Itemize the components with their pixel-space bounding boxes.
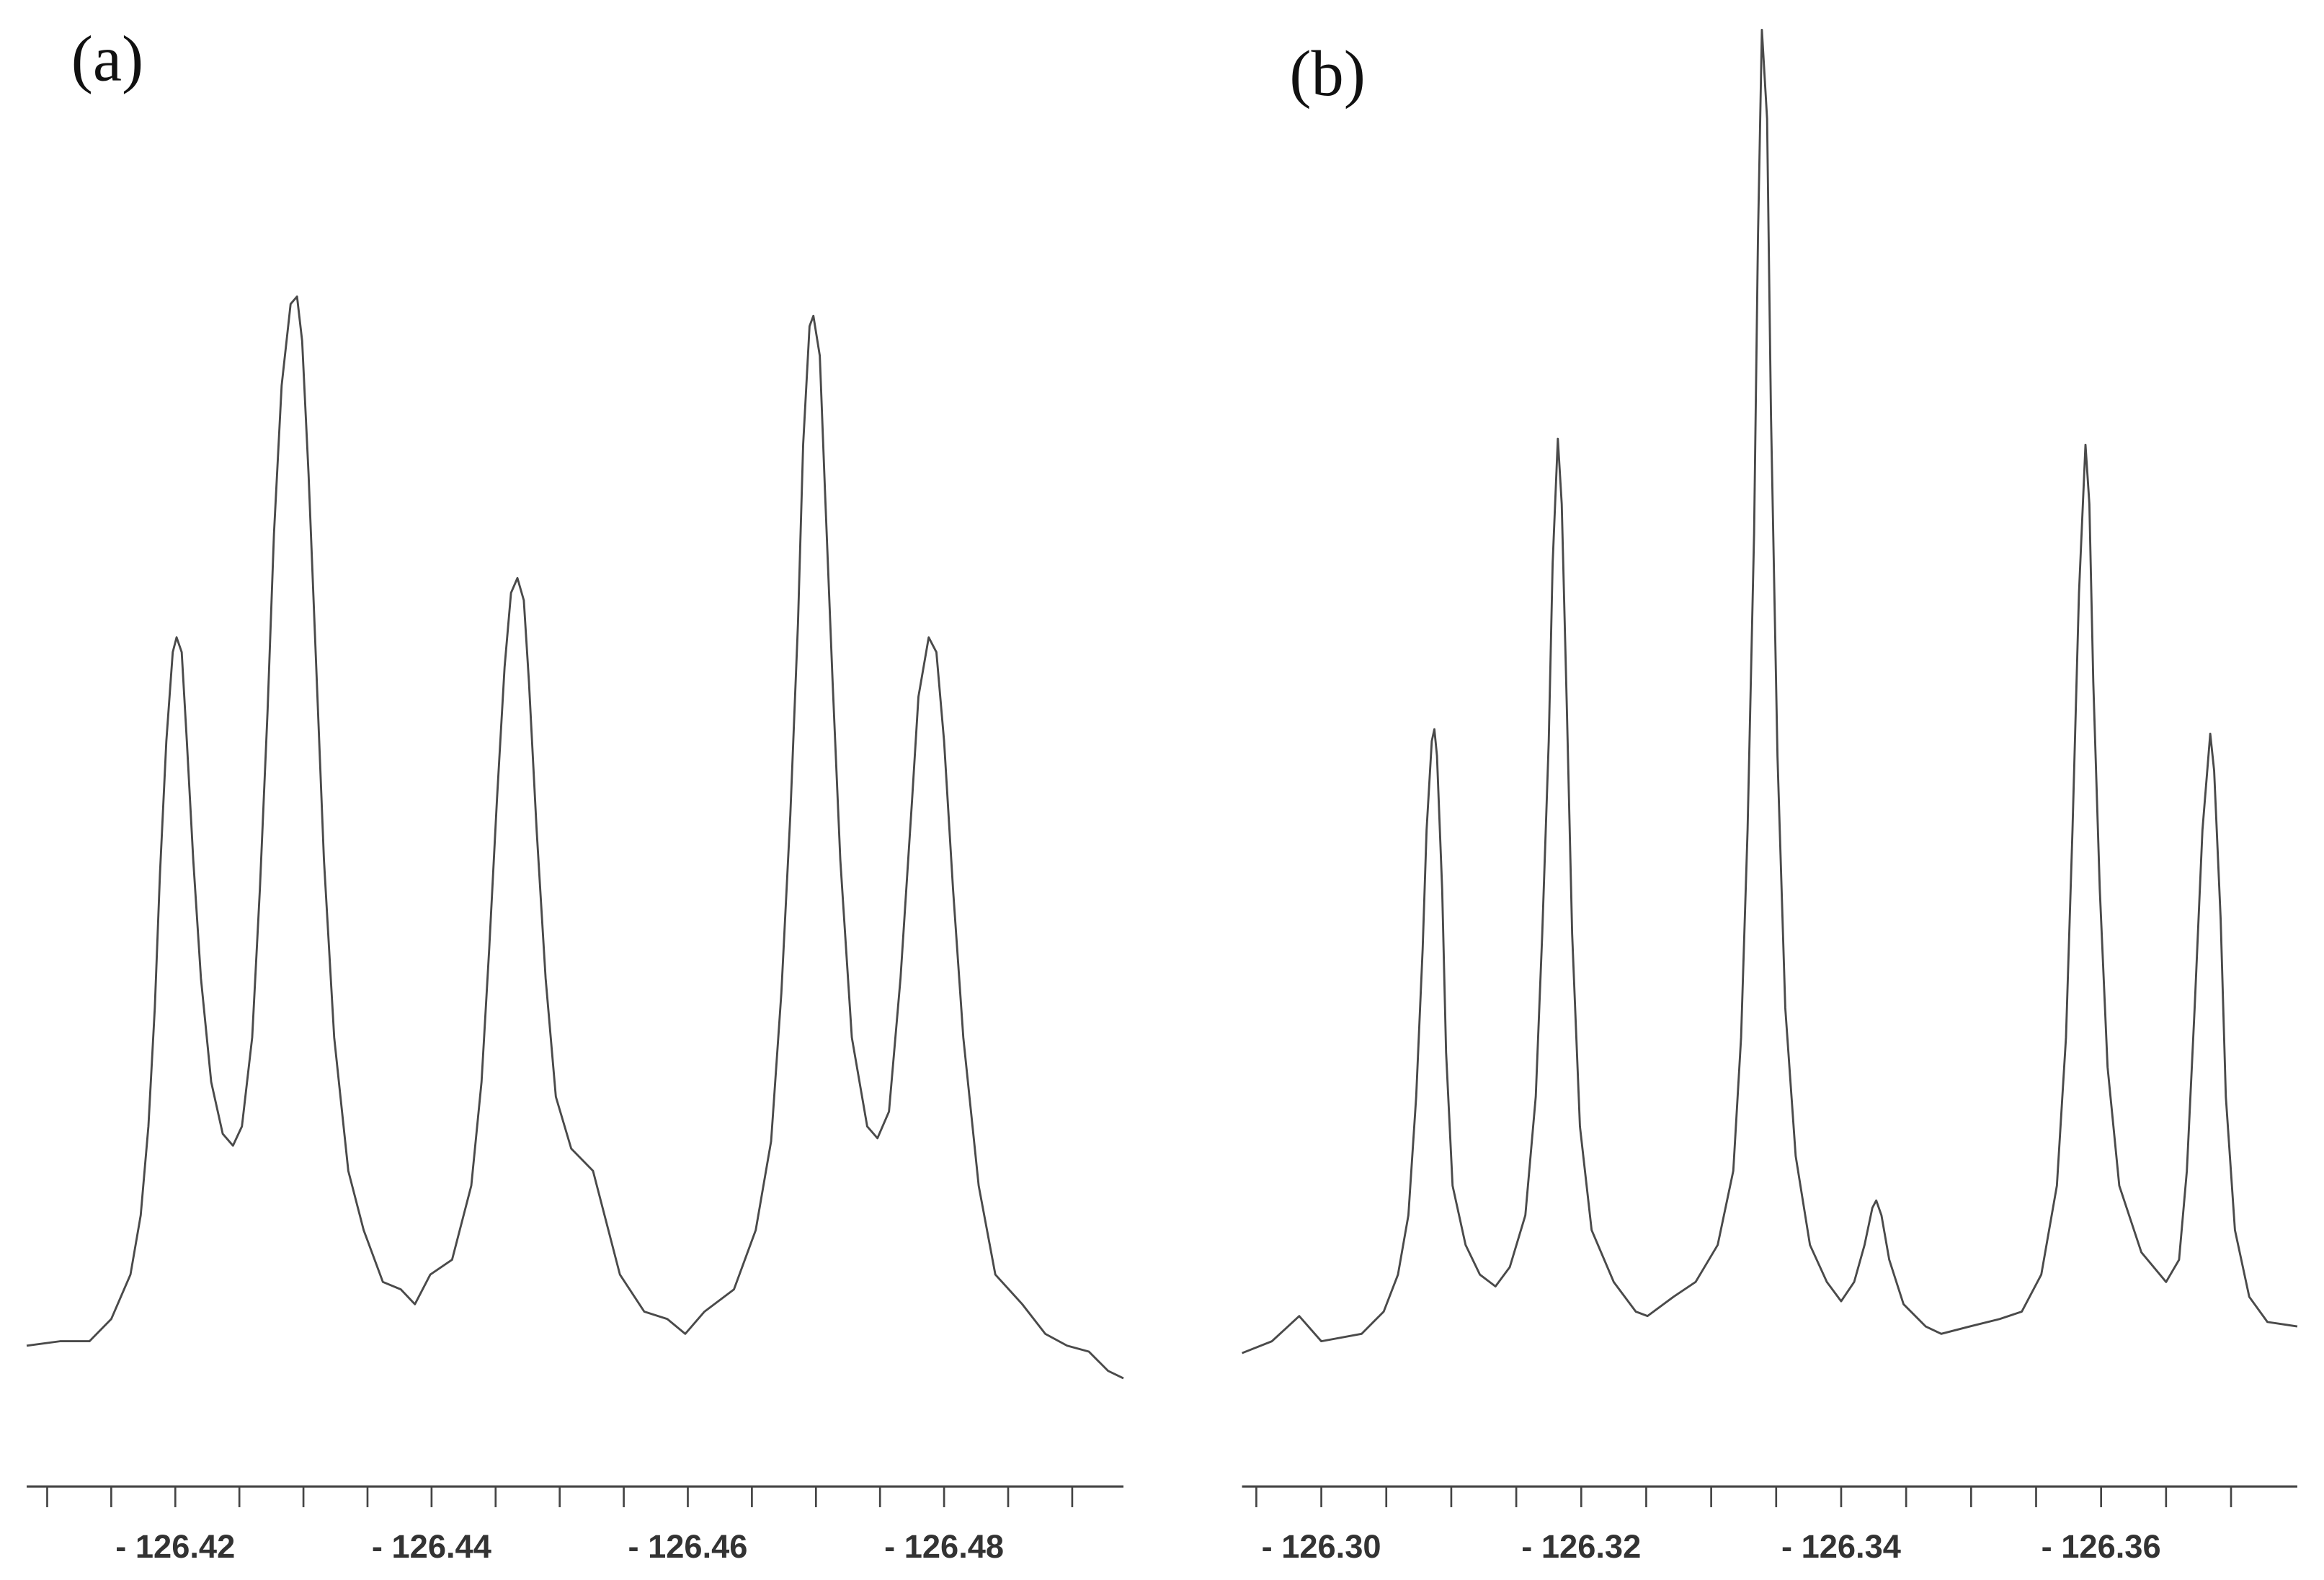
x-tick-label: - 126.36 — [2042, 1528, 2161, 1565]
panel-label: (b) — [1289, 37, 1366, 110]
spectrum-line — [26, 295, 1124, 1380]
x-tick-label: - 126.48 — [884, 1528, 1004, 1565]
panel-label: (a) — [71, 22, 143, 94]
x-tick-label: - 126.42 — [115, 1528, 235, 1565]
x-tick-label: - 126.44 — [372, 1528, 491, 1565]
x-tick-label: - 126.34 — [1781, 1528, 1901, 1565]
x-tick-label: - 126.30 — [1262, 1528, 1381, 1565]
x-tick-label: - 126.32 — [1521, 1528, 1641, 1565]
x-tick-label: - 126.46 — [628, 1528, 747, 1565]
spectrum-line — [1242, 28, 2298, 1354]
